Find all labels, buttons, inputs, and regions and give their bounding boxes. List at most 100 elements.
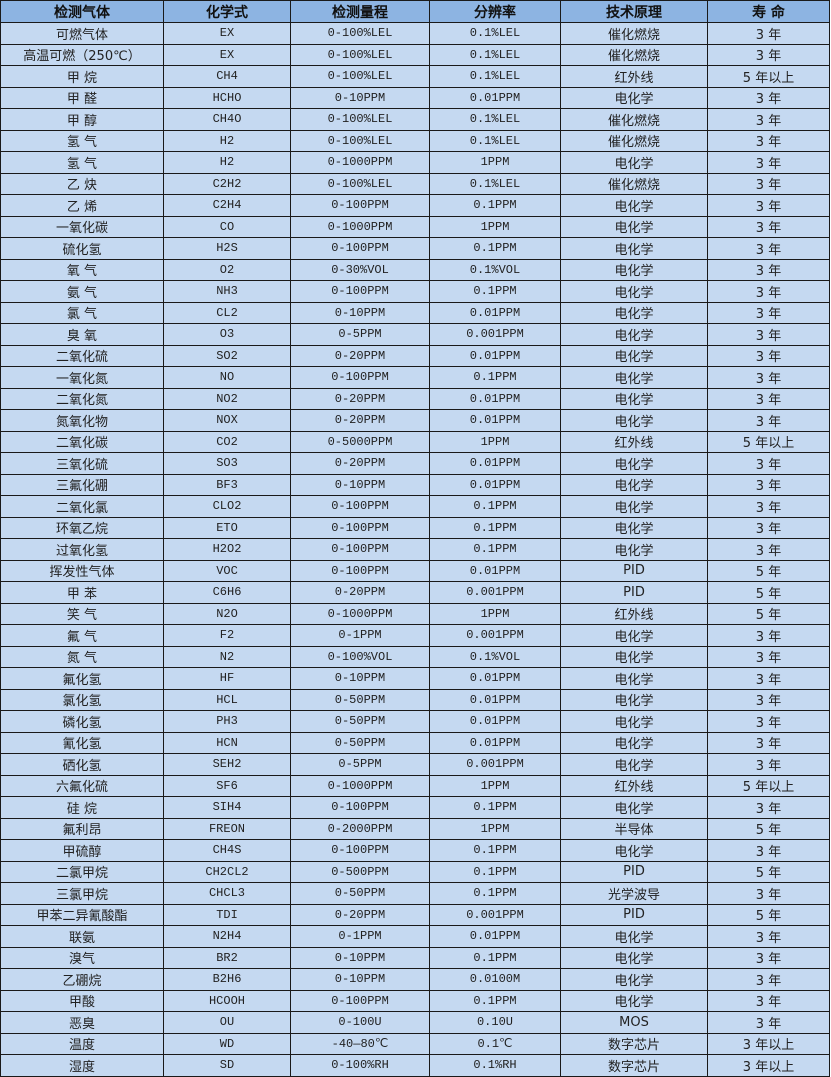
cell-chemical-formula: O2	[163, 258, 291, 281]
cell-lifespan: 3 年	[707, 129, 830, 152]
cell-resolution: 0.1PPM	[429, 882, 561, 905]
cell-measuring-range: 0-100PPM	[290, 839, 430, 862]
cell-chemical-formula: CO2	[163, 430, 291, 453]
cell-gas-name: 甲 烷	[0, 65, 164, 88]
cell-chemical-formula: BF3	[163, 473, 291, 496]
cell-lifespan: 3 年	[707, 43, 830, 66]
cell-gas-name: 甲 醇	[0, 108, 164, 131]
cell-measuring-range: 0-20PPM	[290, 903, 430, 926]
cell-technical-principle: 电化学	[560, 989, 708, 1012]
cell-measuring-range: 0-100PPM	[290, 366, 430, 389]
table-row: 氢 气 H2 0-100%LEL 0.1%LEL 催化燃烧 3 年	[0, 129, 830, 152]
cell-chemical-formula: C2H4	[163, 194, 291, 217]
cell-resolution: 0.01PPM	[429, 301, 561, 324]
cell-lifespan: 5 年以上	[707, 774, 830, 797]
cell-chemical-formula: CLO2	[163, 495, 291, 518]
table-row: 磷化氢 PH3 0-50PPM 0.01PPM 电化学 3 年	[0, 710, 830, 733]
cell-technical-principle: 电化学	[560, 624, 708, 647]
cell-gas-name: 氨 气	[0, 280, 164, 303]
header-measuring-range: 检测量程	[290, 0, 430, 23]
table-row: 温度 WD -40—80℃ 0.1℃ 数字芯片 3 年以上	[0, 1032, 830, 1055]
cell-resolution: 0.1%LEL	[429, 172, 561, 195]
cell-gas-name: 可燃气体	[0, 22, 164, 45]
cell-chemical-formula: CL2	[163, 301, 291, 324]
cell-gas-name: 氟化氢	[0, 667, 164, 690]
cell-resolution: 0.01PPM	[429, 688, 561, 711]
cell-chemical-formula: CH4S	[163, 839, 291, 862]
cell-lifespan: 3 年	[707, 409, 830, 432]
cell-technical-principle: 电化学	[560, 473, 708, 496]
cell-measuring-range: 0-1PPM	[290, 925, 430, 948]
cell-lifespan: 3 年	[707, 86, 830, 109]
cell-technical-principle: 电化学	[560, 86, 708, 109]
cell-gas-name: 磷化氢	[0, 710, 164, 733]
cell-technical-principle: 电化学	[560, 452, 708, 475]
cell-gas-name: 挥发性气体	[0, 559, 164, 582]
cell-gas-name: 乙 烯	[0, 194, 164, 217]
cell-gas-name: 环氧乙烷	[0, 516, 164, 539]
cell-lifespan: 3 年	[707, 258, 830, 281]
table-row: 挥发性气体 VOC 0-100PPM 0.01PPM PID 5 年	[0, 559, 830, 582]
cell-gas-name: 三氟化硼	[0, 473, 164, 496]
table-row: 氧 气 O2 0-30%VOL 0.1%VOL 电化学 3 年	[0, 258, 830, 281]
cell-technical-principle: 电化学	[560, 839, 708, 862]
table-row: 甲硫醇 CH4S 0-100PPM 0.1PPM 电化学 3 年	[0, 839, 830, 862]
cell-gas-name: 氯 气	[0, 301, 164, 324]
cell-technical-principle: 电化学	[560, 946, 708, 969]
cell-gas-name: 氟利昂	[0, 817, 164, 840]
cell-measuring-range: 0-2000PPM	[290, 817, 430, 840]
cell-chemical-formula: HCL	[163, 688, 291, 711]
cell-gas-name: 一氧化碳	[0, 215, 164, 238]
cell-lifespan: 3 年	[707, 946, 830, 969]
cell-lifespan: 3 年	[707, 301, 830, 324]
table-row: 乙硼烷 B2H6 0-10PPM 0.0100M 电化学 3 年	[0, 968, 830, 991]
cell-gas-name: 氮 气	[0, 645, 164, 668]
cell-lifespan: 3 年	[707, 688, 830, 711]
cell-chemical-formula: HF	[163, 667, 291, 690]
cell-lifespan: 3 年	[707, 108, 830, 131]
cell-measuring-range: 0-50PPM	[290, 731, 430, 754]
table-row: 氮 气 N2 0-100%VOL 0.1%VOL 电化学 3 年	[0, 645, 830, 668]
cell-gas-name: 乙硼烷	[0, 968, 164, 991]
cell-lifespan: 3 年	[707, 516, 830, 539]
cell-resolution: 0.01PPM	[429, 559, 561, 582]
cell-resolution: 0.1PPM	[429, 538, 561, 561]
cell-lifespan: 3 年	[707, 194, 830, 217]
table-row: 氯化氢 HCL 0-50PPM 0.01PPM 电化学 3 年	[0, 688, 830, 711]
cell-measuring-range: 0-1000PPM	[290, 215, 430, 238]
cell-technical-principle: 电化学	[560, 280, 708, 303]
cell-measuring-range: 0-5PPM	[290, 323, 430, 346]
cell-gas-name: 乙 炔	[0, 172, 164, 195]
table-row: 乙 烯 C2H4 0-100PPM 0.1PPM 电化学 3 年	[0, 194, 830, 217]
cell-chemical-formula: SD	[163, 1054, 291, 1077]
cell-technical-principle: 催化燃烧	[560, 129, 708, 152]
cell-chemical-formula: F2	[163, 624, 291, 647]
table-row: 氰化氢 HCN 0-50PPM 0.01PPM 电化学 3 年	[0, 731, 830, 754]
cell-resolution: 0.1PPM	[429, 280, 561, 303]
cell-gas-name: 甲苯二异氰酸酯	[0, 903, 164, 926]
cell-chemical-formula: HCN	[163, 731, 291, 754]
cell-lifespan: 5 年	[707, 559, 830, 582]
cell-chemical-formula: OU	[163, 1011, 291, 1034]
cell-measuring-range: 0-50PPM	[290, 688, 430, 711]
cell-technical-principle: 催化燃烧	[560, 43, 708, 66]
cell-measuring-range: 0-500PPM	[290, 860, 430, 883]
cell-resolution: 1PPM	[429, 817, 561, 840]
cell-resolution: 0.01PPM	[429, 387, 561, 410]
cell-resolution: 0.01PPM	[429, 710, 561, 733]
cell-lifespan: 3 年	[707, 172, 830, 195]
cell-chemical-formula: C6H6	[163, 581, 291, 604]
cell-lifespan: 5 年以上	[707, 65, 830, 88]
cell-chemical-formula: N2	[163, 645, 291, 668]
cell-chemical-formula: NO	[163, 366, 291, 389]
cell-resolution: 0.1%LEL	[429, 129, 561, 152]
cell-resolution: 0.1PPM	[429, 860, 561, 883]
cell-gas-name: 氧 气	[0, 258, 164, 281]
cell-gas-name: 氮氧化物	[0, 409, 164, 432]
cell-resolution: 0.1%RH	[429, 1054, 561, 1077]
cell-gas-name: 三氯甲烷	[0, 882, 164, 905]
cell-measuring-range: 0-1PPM	[290, 624, 430, 647]
cell-technical-principle: 电化学	[560, 258, 708, 281]
header-lifespan: 寿 命	[707, 0, 830, 23]
